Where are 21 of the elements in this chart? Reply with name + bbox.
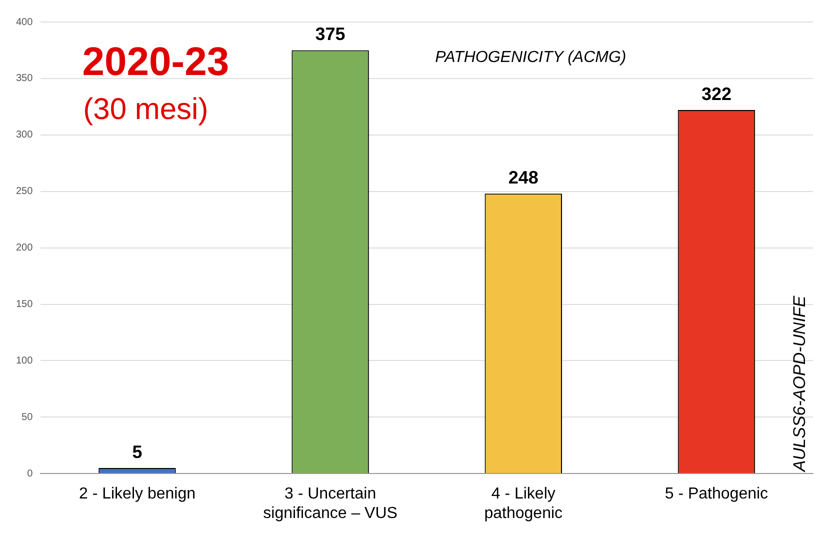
x-tick-label: 3 - Uncertain significance – VUS — [263, 486, 398, 522]
y-tick-label: 0 — [27, 468, 34, 480]
data-label: 5 — [132, 442, 142, 462]
data-label: 375 — [315, 24, 346, 44]
text: (30 mesi) — [83, 93, 208, 126]
y-tick-label: 400 — [16, 16, 34, 28]
chart-title: 2020-23 — [82, 40, 230, 84]
annotation: AULSS6-AOPD-UNIFE — [790, 295, 809, 472]
x-tick-label: 2 - Likely benign — [78, 486, 196, 503]
y-tick-label: 150 — [16, 299, 34, 310]
data-label: 322 — [701, 84, 732, 104]
y-tick-label: 200 — [16, 242, 34, 254]
data-label: 248 — [508, 168, 538, 188]
x-tick-label: 4 - Likely pathogenic — [484, 486, 563, 522]
x-tick-label: 5 - Pathogenic — [664, 486, 768, 503]
y-tick-label: 50 — [22, 412, 34, 423]
y-tick-label: 100 — [16, 355, 34, 366]
annotation: PATHOGENICITY (ACMG) — [435, 49, 626, 66]
y-tick-label: 300 — [16, 130, 34, 141]
y-tick-label: 350 — [16, 73, 34, 84]
y-tick-label: 250 — [16, 186, 34, 198]
